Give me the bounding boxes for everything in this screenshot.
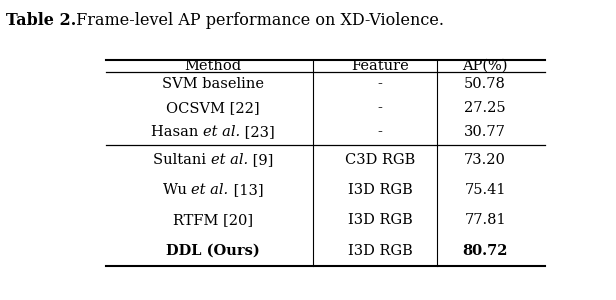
Text: SVM baseline: SVM baseline [162,77,264,91]
Text: 75.41: 75.41 [464,183,506,197]
Text: [13]: [13] [229,183,263,197]
Text: Feature: Feature [351,59,409,73]
Text: 50.78: 50.78 [464,77,506,91]
Text: C3D RGB: C3D RGB [345,153,415,167]
Text: OCSVM [22]: OCSVM [22] [166,101,260,115]
Text: RTFM [20]: RTFM [20] [173,213,253,227]
Text: et al.: et al. [192,183,229,197]
Text: Table 2.: Table 2. [6,12,76,29]
Text: Hasan: Hasan [151,125,203,140]
Text: [9]: [9] [248,153,273,167]
Text: I3D RGB: I3D RGB [348,213,413,227]
Text: [23]: [23] [240,125,275,140]
Text: 80.72: 80.72 [463,244,508,258]
Text: et al.: et al. [211,153,248,167]
Text: I3D RGB: I3D RGB [348,244,413,258]
Text: AP(%): AP(%) [463,59,508,73]
Text: Wu: Wu [163,183,192,197]
Text: et al.: et al. [203,125,240,140]
Text: 77.81: 77.81 [464,213,506,227]
Text: DDL (Ours): DDL (Ours) [166,244,260,258]
Text: Sultani: Sultani [153,153,211,167]
Text: Method: Method [185,59,241,73]
Text: Frame-level AP performance on XD-Violence.: Frame-level AP performance on XD-Violenc… [71,12,444,29]
Text: -: - [378,101,383,115]
Text: I3D RGB: I3D RGB [348,183,413,197]
Text: -: - [378,125,383,140]
Text: 27.25: 27.25 [464,101,506,115]
Text: -: - [378,77,383,91]
Text: 73.20: 73.20 [464,153,506,167]
Text: 30.77: 30.77 [464,125,506,140]
